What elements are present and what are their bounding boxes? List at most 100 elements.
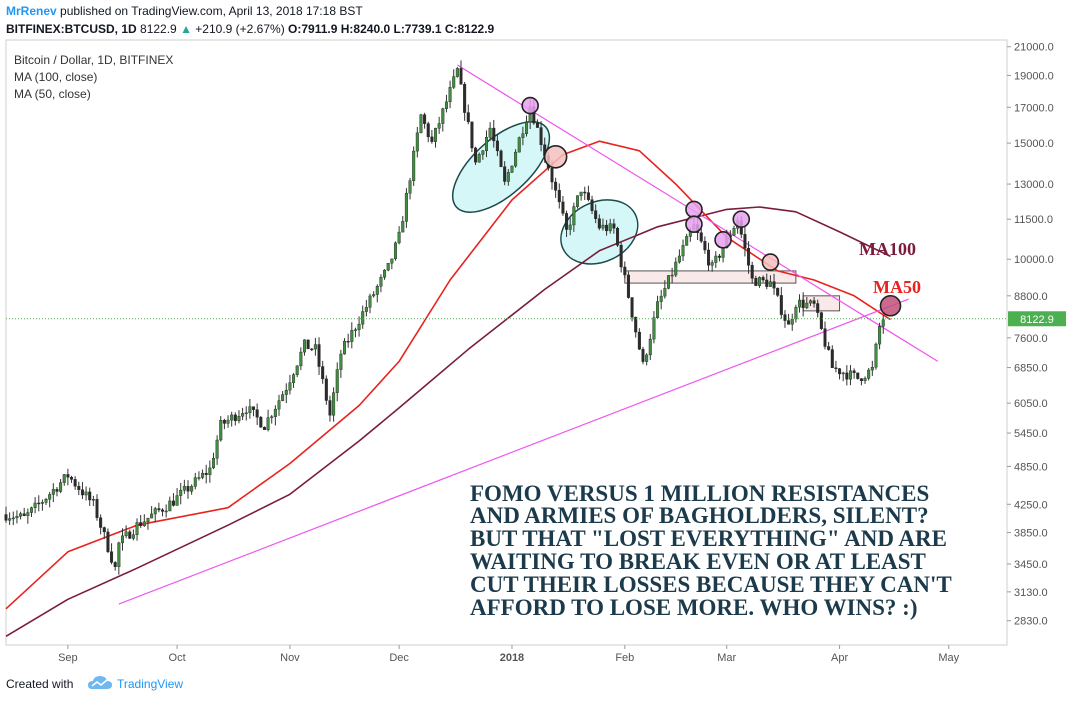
candle xyxy=(397,231,401,244)
candle xyxy=(867,369,871,379)
candle xyxy=(626,274,630,298)
candle xyxy=(383,269,387,278)
candle xyxy=(710,262,714,266)
candle xyxy=(295,365,299,375)
candle xyxy=(663,288,667,297)
candle xyxy=(364,307,368,312)
candle xyxy=(659,295,663,302)
candle xyxy=(19,513,23,517)
candle xyxy=(128,531,132,539)
candle xyxy=(241,413,245,417)
candle xyxy=(55,489,59,492)
candle xyxy=(22,513,26,516)
candle xyxy=(142,521,146,527)
candle xyxy=(346,340,350,343)
candle xyxy=(510,165,514,173)
candle xyxy=(717,255,721,258)
candle xyxy=(863,378,867,382)
candle xyxy=(590,199,594,211)
price-tick-label: 13000.0 xyxy=(1014,179,1054,191)
candle xyxy=(368,295,372,308)
candle xyxy=(113,562,117,567)
candle xyxy=(641,348,645,362)
candle xyxy=(575,195,579,207)
close-value: C:8122.9 xyxy=(444,22,495,36)
ma100-label: MA100 xyxy=(859,239,916,259)
candle xyxy=(80,489,84,496)
ma50-label: MA50 xyxy=(873,277,921,297)
price-tick-label: 11500.0 xyxy=(1014,214,1053,226)
price-tick-label: 7600.0 xyxy=(1014,333,1048,345)
candle xyxy=(492,127,496,142)
candle xyxy=(66,474,70,478)
price-tick-label: 2830.0 xyxy=(1014,616,1048,628)
symbol-label: BITFINEX:BTCUSD, 1D xyxy=(6,22,137,36)
candle xyxy=(656,301,660,318)
candle xyxy=(878,325,882,345)
time-tick-label: Mar xyxy=(717,652,736,664)
marker-circle xyxy=(879,294,902,317)
svg-text:AFFORD TO LOSE MORE. WHO WINS?: AFFORD TO LOSE MORE. WHO WINS? :) xyxy=(470,595,918,620)
candle xyxy=(856,372,860,379)
candle xyxy=(616,227,620,246)
candle xyxy=(514,151,518,167)
candle xyxy=(259,416,263,428)
header-bar: MrRenev published on TradingView.com, Ap… xyxy=(0,0,1077,40)
candle xyxy=(787,320,791,325)
candle xyxy=(426,123,430,138)
candle xyxy=(117,542,121,567)
candle xyxy=(150,513,154,519)
candle xyxy=(816,303,820,313)
publish-info: MrRenev published on TradingView.com, Ap… xyxy=(6,4,363,18)
candle xyxy=(161,509,165,512)
candle xyxy=(677,255,681,263)
author-link[interactable]: MrRenev xyxy=(6,4,57,18)
price-tick-label: 6050.0 xyxy=(1014,398,1048,410)
candle xyxy=(881,319,885,327)
candle xyxy=(645,354,649,362)
highlight-ellipse xyxy=(560,199,639,265)
candle xyxy=(328,400,332,416)
tradingview-link[interactable]: TradingView xyxy=(117,677,184,691)
price-chart[interactable]: 2830.0 3130.0 3450.0 3850.0 4250.0 4850.0 5450… xyxy=(0,0,1077,669)
candle xyxy=(350,330,354,342)
marker-circle xyxy=(521,96,539,115)
candle xyxy=(747,247,751,266)
candle xyxy=(623,266,627,276)
candle xyxy=(481,150,485,155)
candle xyxy=(452,76,456,88)
candle xyxy=(499,150,503,167)
price-value: 8122.9 xyxy=(140,22,177,36)
candle xyxy=(182,486,186,491)
candle xyxy=(798,299,802,308)
candle xyxy=(790,318,794,325)
candle xyxy=(648,338,652,356)
candle xyxy=(186,486,190,492)
candle xyxy=(222,420,226,424)
candle xyxy=(874,343,878,368)
candle xyxy=(506,172,510,182)
svg-text:8122.9: 8122.9 xyxy=(1020,314,1054,326)
candle xyxy=(561,201,565,214)
candle xyxy=(823,328,827,347)
legend-ma50: MA (50, close) xyxy=(14,87,91,101)
candle xyxy=(284,389,288,395)
candle xyxy=(703,240,707,251)
candle xyxy=(812,300,816,304)
svg-text:AND ARMIES OF BAGHOLDERS, SILE: AND ARMIES OF BAGHOLDERS, SILENT? xyxy=(470,503,929,528)
candle xyxy=(211,457,215,469)
candle xyxy=(332,392,336,416)
time-axis-labels: Sep Oct Nov Dec 2018 Feb Mar Apr May xyxy=(58,645,960,664)
candle xyxy=(171,500,175,506)
candle xyxy=(652,317,656,340)
time-tick-label: Sep xyxy=(58,652,78,664)
candle xyxy=(306,339,310,350)
candle xyxy=(619,244,623,268)
candle xyxy=(637,331,641,350)
candle xyxy=(776,287,780,296)
candle xyxy=(266,417,270,430)
candle xyxy=(579,191,583,196)
candle xyxy=(444,101,448,109)
candle xyxy=(557,190,561,203)
candle xyxy=(233,414,237,422)
